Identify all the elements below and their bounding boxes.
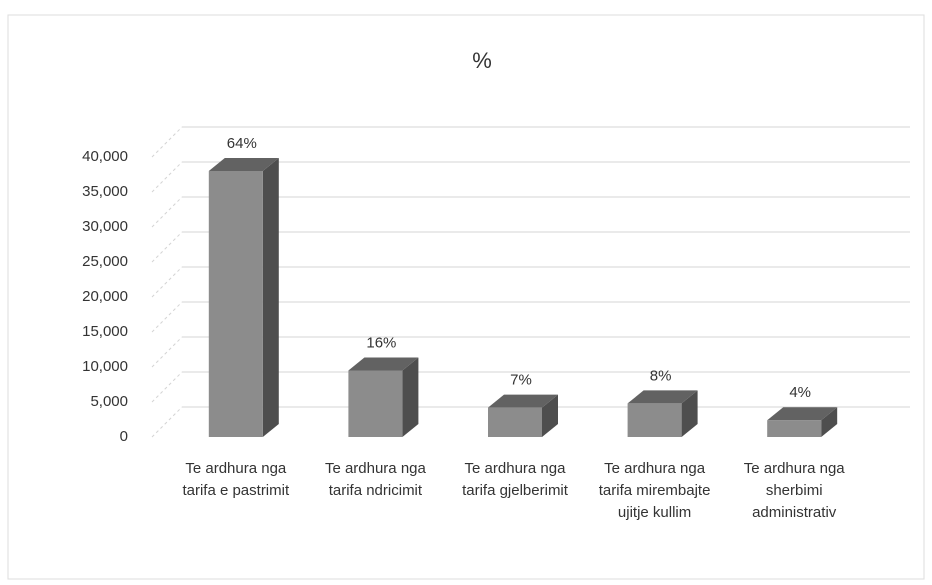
grid-line-depth xyxy=(151,301,183,333)
x-tick-label: Te ardhura nga tarifa gjelberimit xyxy=(462,460,568,499)
data-label: 64% xyxy=(227,135,257,152)
grid-line-depth xyxy=(151,126,183,158)
data-label: 8% xyxy=(650,367,672,384)
bar xyxy=(348,370,403,437)
y-tick-label: 10,000 xyxy=(82,358,128,375)
x-tick-label: Te ardhura nga tarifa e pastrimit xyxy=(182,460,290,499)
bar-side xyxy=(821,407,838,437)
x-tick-label: Te ardhura nga sherbimi administrativ xyxy=(743,460,845,521)
bar-side xyxy=(402,357,419,437)
grid-line-depth xyxy=(151,266,183,298)
bar-top xyxy=(348,357,419,371)
bar xyxy=(488,407,542,437)
chart-title: % xyxy=(472,48,492,73)
grid-line-depth xyxy=(151,196,183,228)
bar-side xyxy=(262,158,279,437)
x-tick-label: Te ardhura nga tarifa mirembajte ujitje … xyxy=(598,460,711,521)
bar-top xyxy=(627,390,698,404)
grid-line-depth xyxy=(151,406,183,438)
grid-line-depth xyxy=(151,336,183,368)
bar-side xyxy=(542,394,558,437)
y-tick-label: 20,000 xyxy=(82,288,128,305)
y-tick-label: 40,000 xyxy=(82,148,128,165)
data-label: 7% xyxy=(510,372,532,389)
y-tick-label: 35,000 xyxy=(82,183,128,200)
y-tick-label: 30,000 xyxy=(82,218,128,235)
grid-line-depth xyxy=(151,231,183,263)
data-label: 16% xyxy=(366,334,396,351)
bar xyxy=(767,420,822,437)
chart-border xyxy=(7,14,925,580)
bar-side xyxy=(681,390,698,437)
data-label: 4% xyxy=(789,384,811,401)
grid-line-depth xyxy=(151,161,183,193)
bar-top xyxy=(488,394,558,408)
y-tick-label: 25,000 xyxy=(82,253,128,270)
y-tick-label: 15,000 xyxy=(82,323,128,340)
bar xyxy=(208,171,263,437)
bar-top xyxy=(767,407,838,421)
bar xyxy=(627,403,682,437)
y-tick-label: 0 xyxy=(120,428,128,445)
bar-top xyxy=(208,158,279,171)
y-tick-label: 5,000 xyxy=(90,393,128,410)
x-tick-label: Te ardhura nga tarifa ndricimit xyxy=(324,460,426,499)
grid-line-depth xyxy=(151,371,183,403)
